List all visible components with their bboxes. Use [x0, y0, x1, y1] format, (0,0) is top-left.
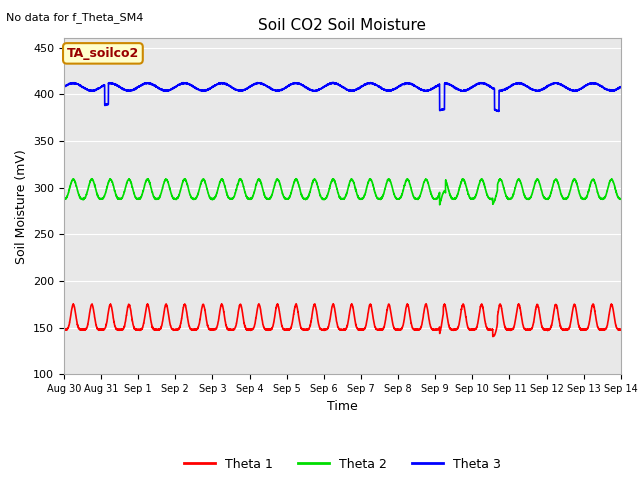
Text: TA_soilco2: TA_soilco2 — [67, 47, 139, 60]
Text: No data for f_Theta_SM4: No data for f_Theta_SM4 — [6, 12, 144, 23]
Title: Soil CO2 Soil Moisture: Soil CO2 Soil Moisture — [259, 18, 426, 33]
Legend: Theta 1, Theta 2, Theta 3: Theta 1, Theta 2, Theta 3 — [179, 453, 506, 476]
X-axis label: Time: Time — [327, 400, 358, 413]
Y-axis label: Soil Moisture (mV): Soil Moisture (mV) — [15, 149, 28, 264]
